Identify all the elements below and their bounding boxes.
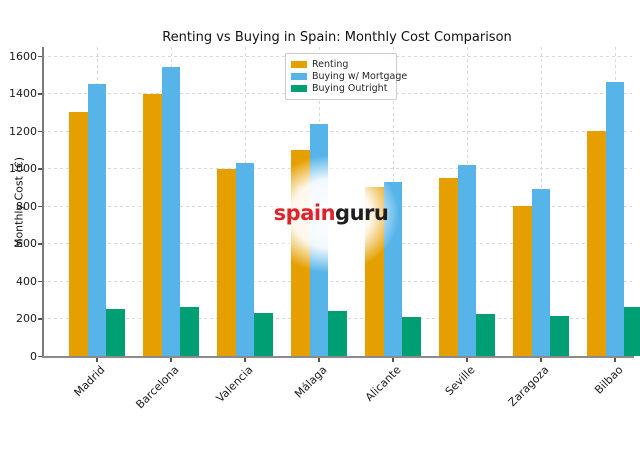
x-tick-label: Alicante xyxy=(362,363,404,404)
bar-buying-outright-málaga xyxy=(328,311,347,356)
bar-renting-barcelona xyxy=(143,93,162,356)
y-tick-label: 1200 xyxy=(9,124,37,138)
x-tick-label: Málaga xyxy=(292,363,330,401)
watermark-glow xyxy=(264,156,398,272)
watermark-text-spain: spain xyxy=(273,201,336,225)
y-tick-mark xyxy=(38,280,42,282)
y-tick-mark xyxy=(38,318,42,320)
x-tick-label: Bilbao xyxy=(592,363,626,397)
legend-item: Buying Outright xyxy=(291,83,390,94)
legend-label: Buying w/ Mortgage xyxy=(312,71,408,82)
legend-item: Buying w/ Mortgage xyxy=(291,71,407,82)
y-tick-label: 200 xyxy=(16,312,37,325)
x-tick-mark xyxy=(392,358,394,362)
y-tick-label: 1000 xyxy=(9,162,37,175)
y-tick-mark xyxy=(38,130,42,132)
y-tick-label: 800 xyxy=(16,199,37,213)
bar-buying-outright-madrid xyxy=(106,309,125,356)
x-tick-label: Valencia xyxy=(213,363,256,406)
x-tick-label: Zaragoza xyxy=(505,363,552,410)
gridline-h xyxy=(42,130,632,132)
bar-buying-w-mortgage-barcelona xyxy=(161,67,181,356)
bar-buying-w-mortgage-bilbao xyxy=(605,82,625,356)
bar-buying-outright-alicante xyxy=(402,316,421,356)
y-tick-label: 1400 xyxy=(9,87,37,100)
y-axis-spine xyxy=(42,47,44,358)
y-tick-label: 1600 xyxy=(9,49,37,63)
x-tick-mark xyxy=(466,358,468,362)
bar-buying-outright-zaragoza xyxy=(550,315,569,356)
x-tick-mark xyxy=(318,358,320,362)
bar-buying-outright-bilbao xyxy=(624,307,640,356)
chart-title: Renting vs Buying in Spain: Monthly Cost… xyxy=(162,30,512,45)
legend-swatch xyxy=(291,61,307,68)
gridline-h xyxy=(42,280,632,282)
y-tick-mark xyxy=(38,168,42,170)
y-tick-label: 400 xyxy=(16,274,37,288)
y-tick-mark xyxy=(38,243,42,245)
x-tick-label: Barcelona xyxy=(133,363,182,412)
y-tick-mark xyxy=(38,205,42,207)
legend-label: Buying Outright xyxy=(312,83,388,94)
x-tick-mark xyxy=(540,358,542,362)
x-tick-mark xyxy=(96,358,98,362)
x-tick-label: Seville xyxy=(442,363,478,399)
bar-buying-outright-barcelona xyxy=(180,307,199,356)
legend-swatch xyxy=(291,85,307,92)
legend-item: Renting xyxy=(291,59,390,70)
legend: Renting Buying w/ Mortgage Buying Outright xyxy=(285,53,407,100)
y-tick-mark xyxy=(38,355,42,357)
legend-label: Renting xyxy=(312,59,349,70)
bar-buying-w-mortgage-valencia xyxy=(235,162,255,356)
x-tick-mark xyxy=(244,358,246,362)
bar-buying-outright-seville xyxy=(476,313,495,356)
bar-renting-bilbao xyxy=(587,131,606,356)
x-axis-line xyxy=(42,356,634,358)
bar-buying-w-mortgage-madrid xyxy=(87,84,107,356)
legend-swatch xyxy=(291,73,307,80)
y-tick-label: 600 xyxy=(16,237,37,250)
x-tick-mark xyxy=(614,358,616,362)
bar-buying-outright-valencia xyxy=(254,312,273,356)
y-tick-mark xyxy=(38,55,42,57)
x-tick-label: Madrid xyxy=(71,363,108,400)
y-tick-label: 0 xyxy=(30,349,37,363)
bar-buying-w-mortgage-zaragoza xyxy=(531,189,551,356)
bar-renting-madrid xyxy=(69,112,88,356)
bar-renting-zaragoza xyxy=(513,206,532,356)
watermark: spainguru xyxy=(262,202,400,224)
bar-renting-seville xyxy=(439,177,458,356)
x-tick-mark xyxy=(170,358,172,362)
y-tick-mark xyxy=(38,93,42,95)
watermark-text-guru: guru xyxy=(335,201,389,225)
bar-renting-valencia xyxy=(217,168,236,356)
bar-buying-w-mortgage-seville xyxy=(457,164,477,356)
